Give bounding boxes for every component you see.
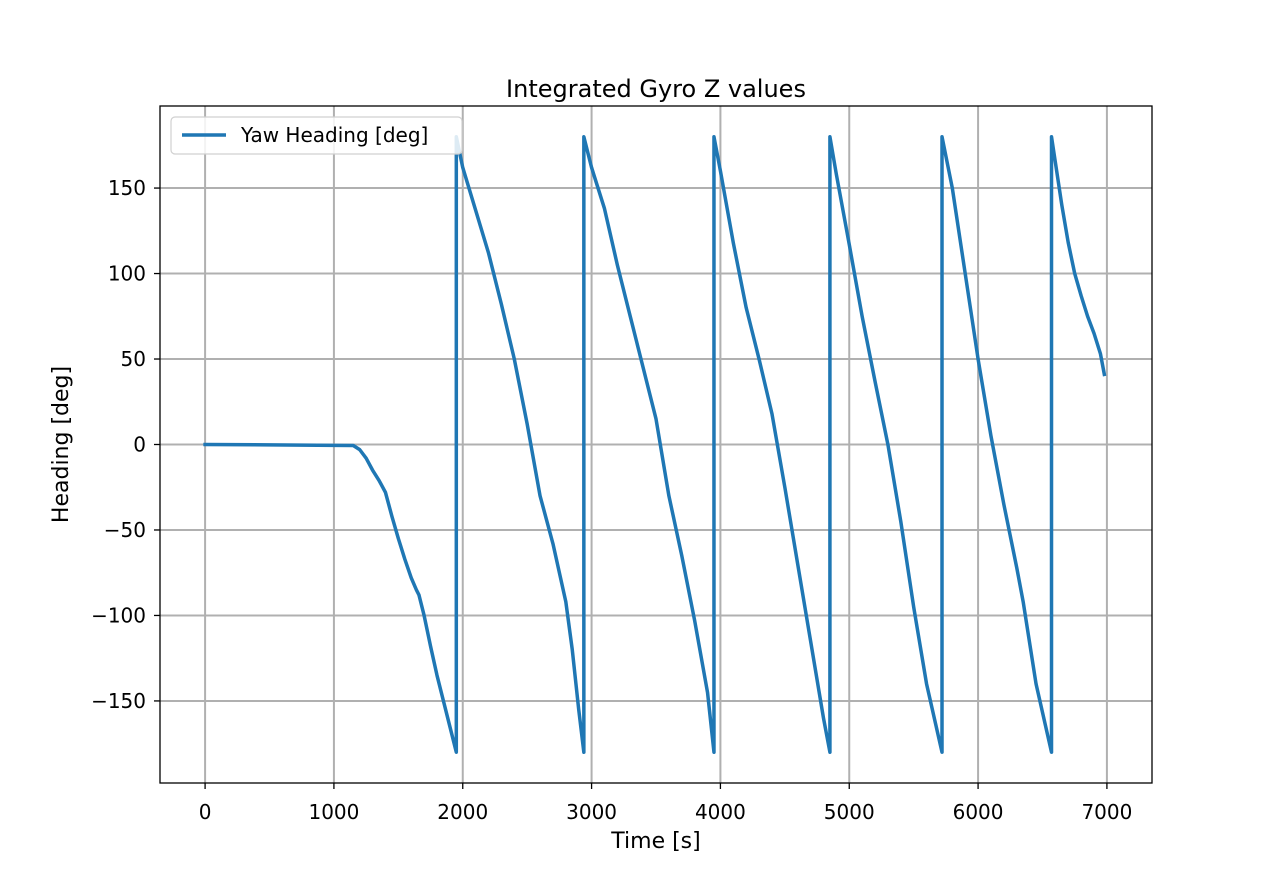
- legend-box: [170, 116, 463, 155]
- series-line-yaw-heading: [203, 135, 1107, 754]
- x-tick-label: 1000: [308, 800, 359, 824]
- x-tick-label: 6000: [953, 800, 1004, 824]
- y-tick-label: 0: [133, 433, 146, 457]
- x-tick-label: 0: [199, 800, 212, 824]
- legend-label: Yaw Heading [deg]: [240, 123, 428, 147]
- y-tick-label: −100: [91, 603, 146, 627]
- y-tick-label: −150: [91, 689, 146, 713]
- y-tick-label: 50: [121, 347, 146, 371]
- x-axis-label: Time [s]: [610, 829, 700, 854]
- chart-title: Integrated Gyro Z values: [506, 75, 806, 103]
- x-tick-label: 7000: [1081, 800, 1132, 824]
- ticks: 0 1000 2000 3000 4000 5000 6000 7000−150−100−50…: [91, 176, 1132, 824]
- y-tick-label: 100: [108, 262, 146, 286]
- y-axis-label: Heading [deg]: [49, 366, 74, 523]
- legend: Yaw Heading [deg]: [170, 116, 463, 155]
- x-tick-label: 5000: [824, 800, 875, 824]
- y-tick-label: 150: [108, 176, 146, 200]
- x-tick-label: 3000: [566, 800, 617, 824]
- series-layer: [203, 135, 1107, 754]
- x-tick-label: 2000: [437, 800, 488, 824]
- y-tick-label: −50: [104, 518, 146, 542]
- x-tick-label: 4000: [695, 800, 746, 824]
